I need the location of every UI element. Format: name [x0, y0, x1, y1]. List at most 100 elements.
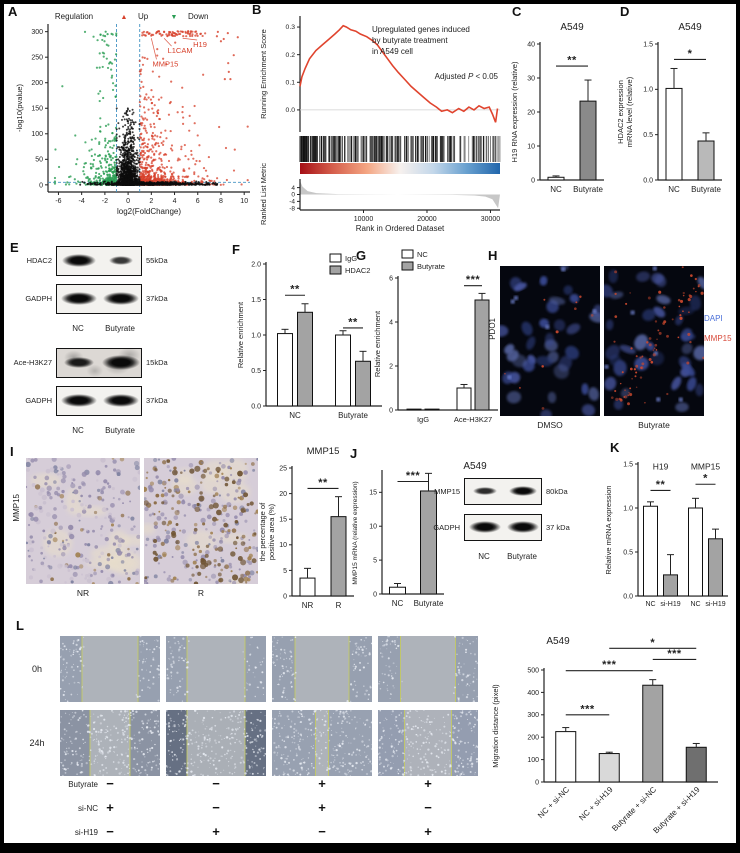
mmp15-signal-dot: [658, 290, 662, 294]
point: [139, 105, 142, 108]
cell-dot: [145, 476, 148, 480]
point: [127, 132, 130, 135]
cell-dot: [108, 515, 112, 519]
point: [105, 57, 108, 60]
es-y-axis-label: Running Enrichment Score: [259, 29, 268, 119]
cell-dot: [251, 534, 255, 537]
point: [136, 156, 139, 159]
cell-speckle: [352, 665, 354, 667]
mmp15-signal-dot: [639, 356, 642, 359]
point: [120, 151, 123, 154]
cell-speckle: [355, 648, 358, 651]
cell-dot: [107, 485, 112, 489]
strong-positive-dot: [153, 538, 158, 544]
cell-dot: [122, 502, 124, 505]
cell-dot: [31, 483, 36, 487]
point: [108, 167, 111, 170]
cell-dot: [145, 543, 148, 547]
point: [155, 177, 158, 180]
cell-speckle: [137, 674, 140, 677]
point: [186, 32, 189, 35]
cell-dot: [178, 493, 184, 499]
mmp15-signal-dot: [682, 291, 685, 295]
cell-dot: [245, 570, 251, 576]
nucleus: [521, 321, 533, 336]
cell-speckle: [242, 651, 244, 653]
cell-dot: [84, 543, 88, 546]
y-tick-label: 2: [389, 363, 393, 370]
cell-dot: [56, 486, 61, 491]
cell-dot: [45, 468, 51, 474]
point: [169, 129, 172, 133]
point: [110, 32, 113, 36]
cell-dot: [250, 462, 255, 466]
point: [127, 117, 130, 120]
cell-dot: [243, 546, 250, 553]
western-blot-panel-j: MMP15 80kDa GADPH 37 kDa NC Butyrate: [404, 478, 604, 568]
cell-speckle: [259, 681, 261, 683]
point: [177, 175, 180, 178]
point: [199, 32, 202, 36]
mmp15-signal-dot: [641, 355, 644, 358]
point: [111, 88, 115, 92]
cell-speckle: [367, 662, 369, 664]
point: [94, 181, 97, 184]
mmp15-signal-dot: [652, 353, 656, 357]
mmp15-signal-dot: [640, 366, 644, 370]
label: 20000: [417, 216, 437, 223]
point: [158, 75, 161, 78]
cell-speckle: [82, 664, 85, 667]
cell-dot: [125, 490, 131, 496]
cell-dot: [96, 479, 99, 482]
point: [159, 151, 162, 154]
cell-speckle: [154, 659, 156, 661]
protein-band: [508, 485, 538, 497]
image-caption-nr: NR: [76, 588, 90, 598]
cell-dot: [85, 529, 89, 532]
point: [61, 85, 64, 88]
point: [150, 162, 153, 165]
cell-dot: [256, 458, 258, 461]
cell-dot: [229, 473, 233, 477]
point: [107, 181, 110, 184]
point: [102, 182, 105, 185]
point: [183, 175, 187, 179]
nucleus: [566, 323, 581, 335]
point: [133, 172, 136, 175]
point: [132, 142, 135, 145]
label: 4: [291, 185, 295, 192]
cell-dot: [133, 525, 136, 528]
cell-speckle: [79, 655, 82, 658]
cell-speckle: [286, 698, 288, 701]
mmp15-signal-dot: [615, 397, 619, 401]
cell-dot: [39, 579, 43, 584]
point: [98, 52, 101, 55]
y-axis-label: Relative enrichment: [373, 310, 382, 377]
nucleus: [604, 284, 613, 298]
point: [103, 40, 106, 43]
cell-speckle: [153, 648, 156, 651]
cell-dot: [214, 473, 220, 479]
cell-dot: [144, 497, 147, 501]
point: [110, 158, 113, 162]
mmp15-signal-dot: [625, 302, 628, 306]
strong-positive-dot: [185, 563, 190, 568]
point: [95, 66, 99, 69]
cell-dot: [210, 573, 217, 579]
cell-speckle: [72, 653, 75, 656]
cell-speckle: [355, 651, 358, 654]
point: [178, 158, 181, 161]
mmp15-signal-dot: [610, 396, 614, 399]
panel-e-label: E: [10, 240, 19, 255]
significance-stars: **: [348, 316, 358, 328]
point: [215, 35, 219, 38]
cell-speckle: [382, 641, 384, 643]
cell-dot: [130, 527, 134, 531]
cell-dot: [173, 515, 179, 520]
cell-speckle: [171, 656, 175, 659]
point: [181, 86, 184, 89]
cell-speckle: [186, 666, 189, 669]
cell-speckle: [150, 664, 153, 667]
point: [99, 177, 102, 180]
cell-speckle: [179, 680, 181, 682]
